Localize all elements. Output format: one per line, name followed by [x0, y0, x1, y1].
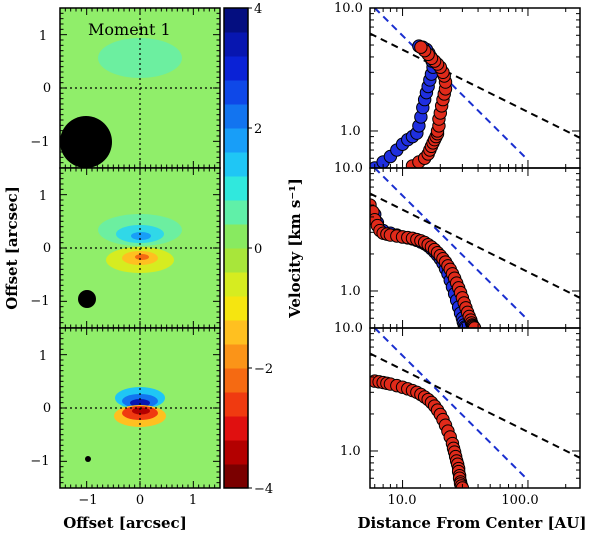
colorbar-segment: [224, 200, 248, 225]
x-tick-label: 0: [136, 493, 144, 508]
power-law-line: [370, 32, 580, 139]
y-tick-label: 1: [39, 349, 47, 364]
y-tick-label: 10.0: [334, 1, 363, 16]
y-tick-label: −1: [30, 294, 49, 309]
colorbar-segment: [224, 128, 248, 153]
colorbar-segment: [224, 392, 248, 417]
profile-x-axis-label: Distance From Center [AU]: [358, 514, 587, 532]
profile-panel-bottom: [369, 327, 581, 489]
colorbar-segment: [224, 416, 248, 441]
colorbar-segment: [224, 272, 248, 297]
colorbar-segment: [224, 464, 248, 489]
velocity-lobe-negative-core: [135, 254, 149, 260]
velocity-lobe-negative-core: [132, 407, 150, 415]
red-data-point: [414, 40, 428, 54]
y-tick-label: −1: [30, 135, 49, 150]
colorbar-segment: [224, 32, 248, 57]
profile-frame: [369, 167, 581, 329]
velocity-lobe-positive-core: [131, 232, 151, 240]
colorbar-segment: [224, 368, 248, 393]
y-tick-label: 1: [39, 189, 47, 204]
map-y-tick-labels: 1 0 −1 1 0 −1 1 0 −1: [30, 29, 51, 469]
colorbar-segment: [224, 8, 248, 33]
x-tick-label: 100.0: [501, 493, 538, 508]
colorbar: [224, 8, 248, 489]
map-y-axis-label: Offset [arcsec]: [3, 186, 21, 310]
y-tick-label: −1: [30, 454, 49, 469]
y-tick-label: 1.0: [340, 284, 361, 299]
colorbar-segment: [224, 344, 248, 369]
map-ticks: [59, 7, 221, 489]
moment-map-top: Moment 1: [59, 7, 221, 169]
y-tick-label: 1.0: [340, 444, 361, 459]
colorbar-ticks: 4 2 0 −2 −4: [248, 2, 273, 497]
y-tick-label: 1.0: [340, 124, 361, 139]
colorbar-tick-label: 0: [254, 242, 262, 257]
power-law-line: [370, 192, 580, 299]
y-tick-label: 0: [43, 401, 51, 416]
y-tick-label: 10.0: [334, 161, 363, 176]
moment-map-bottom: [59, 327, 221, 489]
beam-ellipse: [60, 116, 112, 168]
colorbar-axis-label: Velocity [km s⁻¹]: [286, 178, 304, 319]
colorbar-tick-label: 2: [254, 122, 262, 137]
profile-ticks: [370, 7, 580, 489]
colorbar-tick-label: −2: [254, 362, 273, 377]
colorbar-segment: [224, 248, 248, 273]
colorbar-segment: [224, 320, 248, 345]
colorbar-segment: [224, 152, 248, 177]
colorbar-segment: [224, 440, 248, 465]
beam-ellipse: [85, 456, 91, 462]
y-tick-label: 0: [43, 81, 51, 96]
profile-x-tick-labels: 10.0 100.0: [388, 493, 539, 508]
x-tick-label: −1: [78, 493, 97, 508]
map-x-tick-labels: −1 0 1: [78, 493, 197, 508]
map-x-axis-label: Offset [arcsec]: [63, 514, 187, 532]
moment-label: Moment 1: [88, 20, 171, 39]
y-tick-label: 0: [43, 241, 51, 256]
profile-frame: [369, 327, 581, 489]
x-tick-label: 10.0: [388, 493, 417, 508]
y-tick-label: 1: [39, 29, 47, 44]
colorbar-tick-label: −4: [254, 482, 273, 497]
beam-ellipse: [78, 290, 96, 308]
profile-panel-top: [369, 7, 581, 169]
x-tick-label: 1: [189, 493, 197, 508]
power-law-line: [370, 352, 580, 459]
colorbar-segment: [224, 56, 248, 81]
colorbar-segment: [224, 80, 248, 105]
moment-map-middle: [59, 167, 221, 329]
profile-panel-middle: [369, 167, 581, 329]
colorbar-segment: [224, 104, 248, 129]
y-tick-label: 10.0: [334, 321, 363, 336]
colorbar-tick-label: 4: [254, 2, 262, 17]
profile-y-tick-labels: 10.0 1.0 10.0 1.0 10.0 1.0: [334, 1, 363, 459]
colorbar-segment: [224, 176, 248, 201]
colorbar-segment: [224, 224, 248, 249]
colorbar-segment: [224, 296, 248, 321]
